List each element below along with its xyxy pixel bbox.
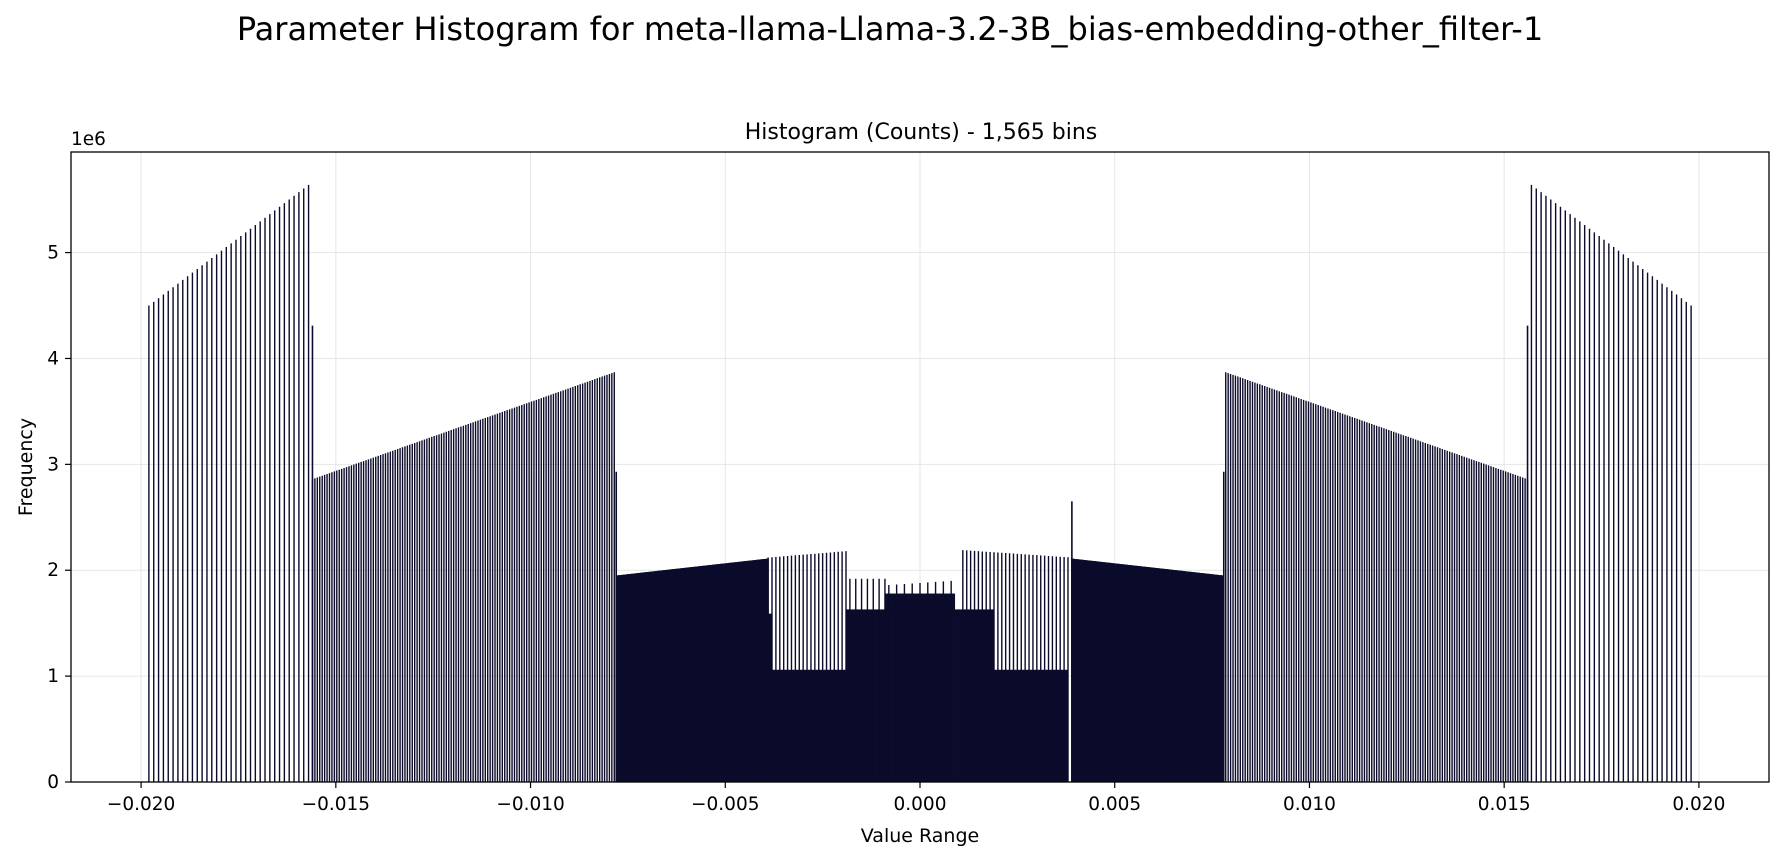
chart-title: Parameter Histogram for meta-llama-Llama… [237, 10, 1543, 48]
x-tick-label-6: 0.010 [1283, 794, 1336, 815]
x-tick-label-5: 0.005 [1088, 794, 1141, 815]
chart-subtitle: Histogram (Counts) - 1,565 bins [745, 120, 1097, 145]
plot-frame [70, 151, 1770, 783]
y-axis-label: Frequency [15, 418, 37, 516]
x-tick-label-3: −0.005 [691, 794, 759, 815]
x-tick-label-4: 0.000 [894, 794, 947, 815]
y-tick-label-0: 0 [47, 772, 59, 793]
y-tick-label-1: 1 [47, 666, 59, 687]
x-tick-label-8: 0.020 [1672, 794, 1725, 815]
x-tick-label-1: −0.015 [302, 794, 370, 815]
y-offset-label: 1e6 [71, 129, 106, 150]
x-axis-label: Value Range [861, 825, 979, 847]
y-tick-label-4: 4 [47, 348, 59, 369]
y-tick-label-5: 5 [47, 243, 59, 264]
y-tick-label-3: 3 [47, 454, 59, 475]
dense-bar-fill-2 [616, 558, 769, 782]
y-tick-label-2: 2 [47, 560, 59, 581]
histogram-bars [148, 184, 1692, 782]
dense-bar-fill-7 [1071, 558, 1224, 782]
x-tick-label-2: −0.010 [496, 794, 564, 815]
dense-bar-region-4 [768, 613, 773, 782]
x-tick-label-0: −0.020 [107, 794, 175, 815]
x-tick-label-7: 0.015 [1478, 794, 1531, 815]
axis-ticks: −0.020 −0.015 −0.010 −0.005 0.000 0.005 0.010 0… [47, 243, 1725, 815]
